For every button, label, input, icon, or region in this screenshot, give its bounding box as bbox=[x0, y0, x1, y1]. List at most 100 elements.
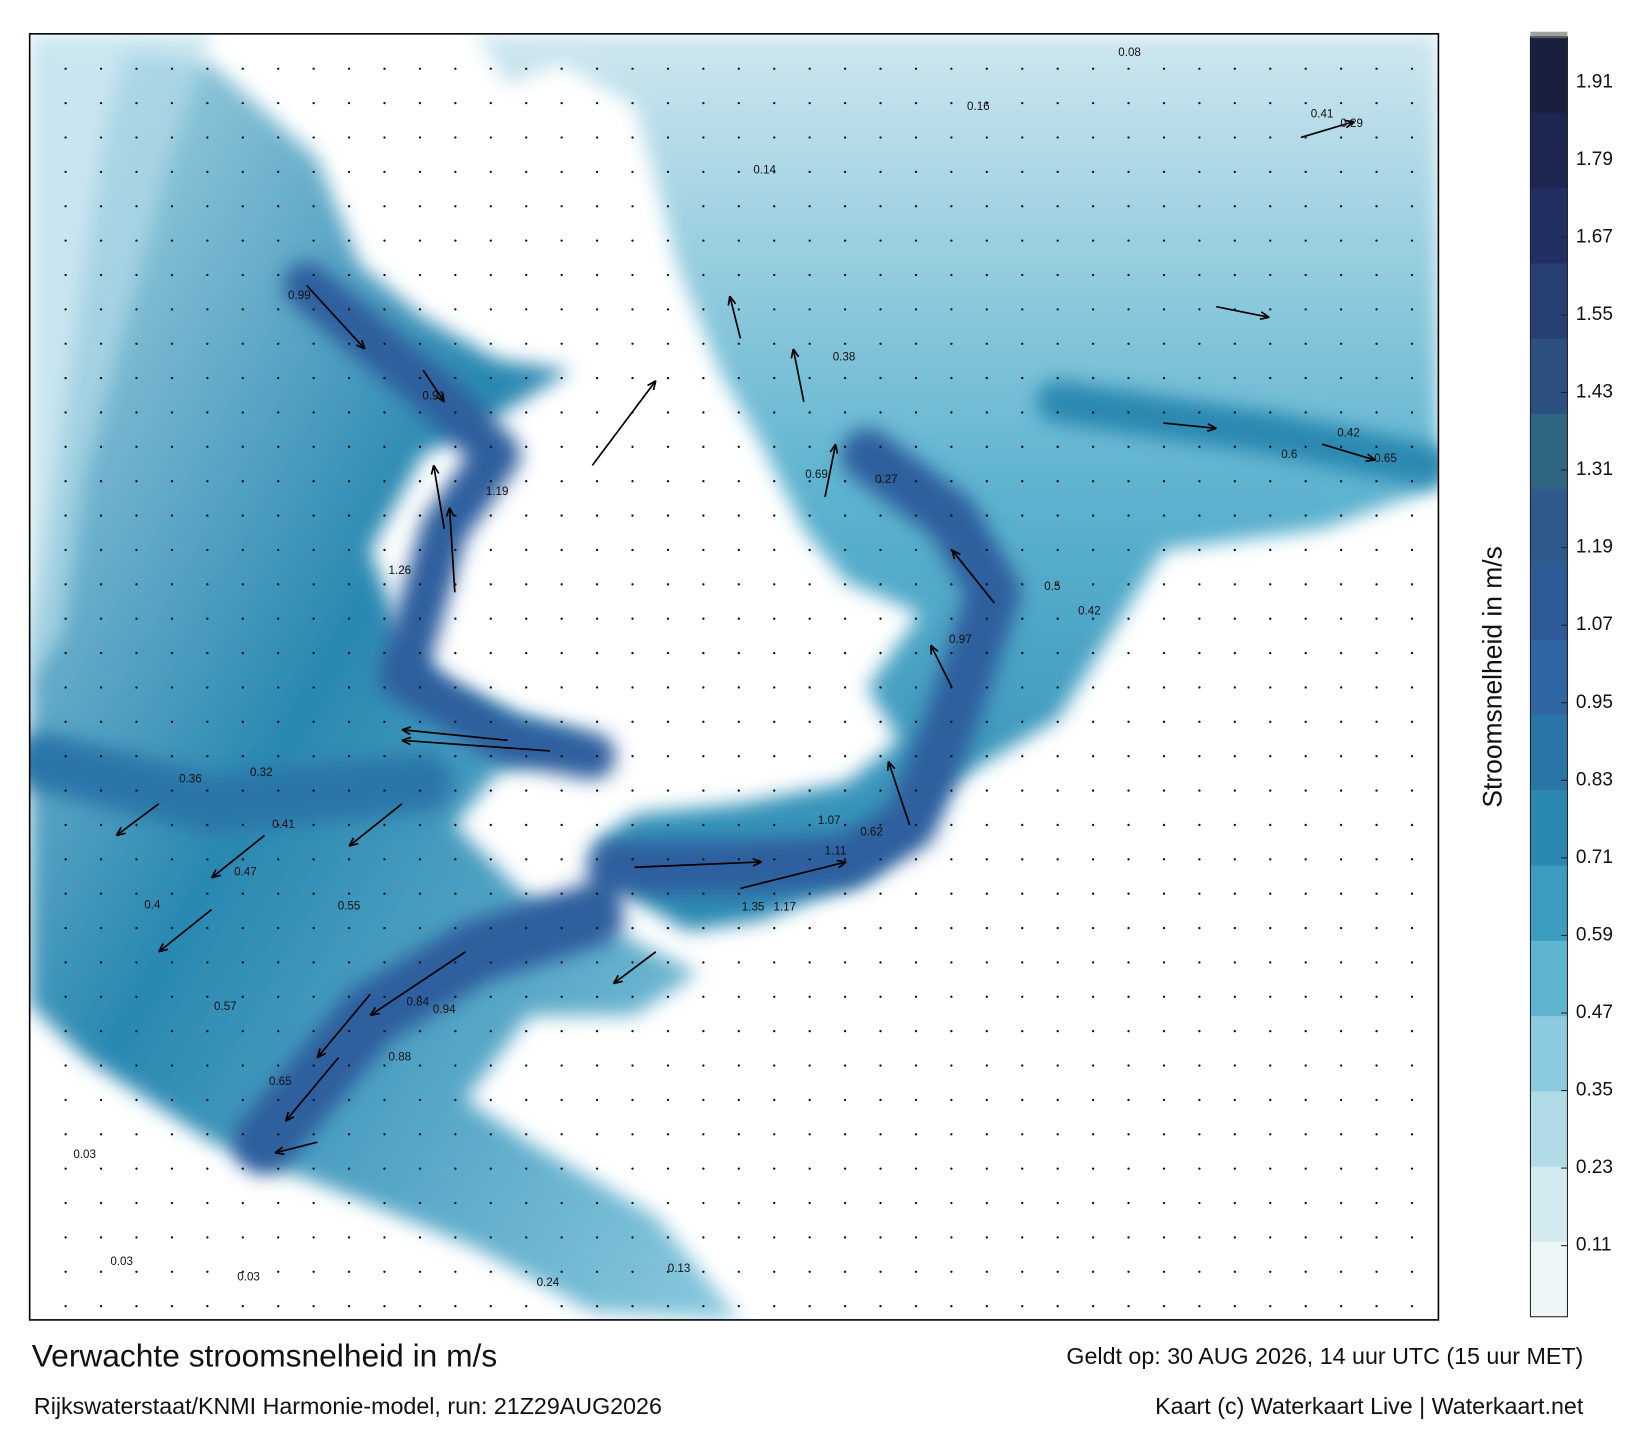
grid-dot bbox=[843, 1167, 847, 1170]
grid-dot bbox=[1162, 686, 1166, 689]
grid-dot bbox=[277, 170, 280, 174]
grid-dot bbox=[560, 583, 563, 586]
grid-dot bbox=[808, 1201, 811, 1205]
grid-dot bbox=[773, 755, 776, 758]
grid-dot bbox=[1233, 858, 1236, 861]
grid-dot bbox=[843, 1098, 847, 1102]
arrow-shaft bbox=[448, 507, 456, 593]
grid-dot bbox=[1304, 651, 1307, 655]
grid-dot bbox=[418, 583, 422, 586]
grid-dot bbox=[454, 823, 457, 827]
grid-dot bbox=[1339, 445, 1343, 449]
arrow-head bbox=[1206, 423, 1217, 432]
grid-dot bbox=[1198, 273, 1201, 277]
grid-dot bbox=[1198, 926, 1201, 930]
grid-dot bbox=[595, 1133, 599, 1136]
grid-dot bbox=[843, 548, 847, 552]
grid-dot bbox=[489, 926, 492, 930]
grid-dot bbox=[737, 858, 740, 861]
grid-dot bbox=[170, 961, 174, 964]
grid-dot bbox=[914, 1064, 918, 1067]
grid-dot bbox=[135, 858, 138, 861]
grid-dot bbox=[950, 789, 953, 792]
grid-dot bbox=[1269, 1270, 1272, 1273]
title: Verwachte stroomsnelheid in m/s bbox=[32, 1337, 497, 1373]
grid-dot bbox=[595, 686, 599, 689]
grid-dot bbox=[1410, 1201, 1414, 1205]
grid-dot bbox=[808, 1133, 811, 1136]
grid-dot bbox=[631, 1098, 634, 1102]
grid-dot bbox=[1233, 480, 1236, 483]
grid-dot bbox=[418, 480, 422, 483]
grid-dot bbox=[737, 376, 740, 380]
grid-dot bbox=[560, 308, 563, 311]
colorbar-tick-label: 0.23 bbox=[1576, 1157, 1613, 1178]
grid-dot bbox=[1375, 308, 1378, 311]
grid-dot bbox=[737, 136, 740, 139]
grid-dot bbox=[1091, 1133, 1095, 1136]
speed-label: 0.4 bbox=[144, 898, 161, 911]
grid-dot bbox=[277, 548, 280, 552]
grid-dot bbox=[1339, 823, 1343, 827]
grid-dot bbox=[914, 308, 918, 311]
speed-label: 0.55 bbox=[338, 899, 361, 912]
grid-dot bbox=[241, 1064, 244, 1067]
grid-dot bbox=[737, 823, 740, 827]
grid-dot bbox=[666, 1201, 670, 1205]
grid-dot bbox=[135, 1133, 138, 1136]
grid-dot bbox=[170, 926, 174, 930]
speed-label: 0.94 bbox=[433, 1003, 456, 1016]
grid-dot bbox=[631, 548, 634, 552]
grid-dot bbox=[702, 583, 705, 586]
grid-dot bbox=[418, 1133, 422, 1136]
grid-dot bbox=[1162, 1270, 1166, 1273]
grid-dot bbox=[347, 101, 351, 105]
grid-dot bbox=[1304, 926, 1307, 930]
grid-dot bbox=[64, 67, 67, 70]
grid-dot bbox=[1127, 961, 1130, 964]
grid-dot bbox=[489, 101, 492, 105]
colorbar-tick-label: 0.83 bbox=[1576, 769, 1613, 790]
colorbar-tick-label: 1.07 bbox=[1576, 614, 1613, 635]
grid-dot bbox=[879, 514, 882, 517]
grid-dot bbox=[277, 617, 280, 620]
grid-dot bbox=[525, 961, 528, 964]
speed-label: 0.47 bbox=[234, 866, 257, 879]
grid-dot bbox=[454, 445, 457, 449]
grid-dot bbox=[1304, 101, 1307, 105]
grid-dot bbox=[914, 755, 918, 758]
grid-dot bbox=[595, 308, 599, 311]
grid-dot bbox=[1091, 1167, 1095, 1170]
grid-dot bbox=[99, 514, 103, 517]
arrow-head bbox=[886, 760, 896, 772]
grid-dot bbox=[1021, 1270, 1024, 1273]
grid-dot bbox=[843, 170, 847, 174]
grid-dot bbox=[99, 1201, 103, 1205]
grid-dot bbox=[170, 67, 174, 70]
grid-dot bbox=[914, 995, 918, 998]
grid-dot bbox=[1304, 1133, 1307, 1136]
grid-dot bbox=[418, 1305, 422, 1308]
grid-dot bbox=[135, 892, 138, 895]
grid-dot bbox=[312, 308, 315, 311]
grid-dot bbox=[312, 1030, 315, 1033]
grid-dot bbox=[1269, 205, 1272, 208]
grid-dot bbox=[347, 514, 351, 517]
grid-dot bbox=[1127, 480, 1130, 483]
grid-dot bbox=[1410, 239, 1414, 242]
grid-dot bbox=[1056, 789, 1059, 792]
grid-dot bbox=[1198, 720, 1201, 723]
grid-dot bbox=[1127, 376, 1130, 380]
grid-dot bbox=[1339, 1167, 1343, 1170]
grid-dot bbox=[99, 308, 103, 311]
colorbar-tick-label: 1.43 bbox=[1576, 382, 1613, 403]
grid-dot bbox=[595, 239, 599, 242]
grid-dot bbox=[418, 858, 422, 861]
colorbar-band bbox=[1530, 714, 1568, 791]
grid-dot bbox=[1339, 1236, 1343, 1239]
grid-dot bbox=[99, 995, 103, 998]
grid-dot bbox=[99, 445, 103, 449]
grid-dot bbox=[879, 239, 882, 242]
grid-dot bbox=[347, 686, 351, 689]
grid-dot bbox=[1375, 205, 1378, 208]
